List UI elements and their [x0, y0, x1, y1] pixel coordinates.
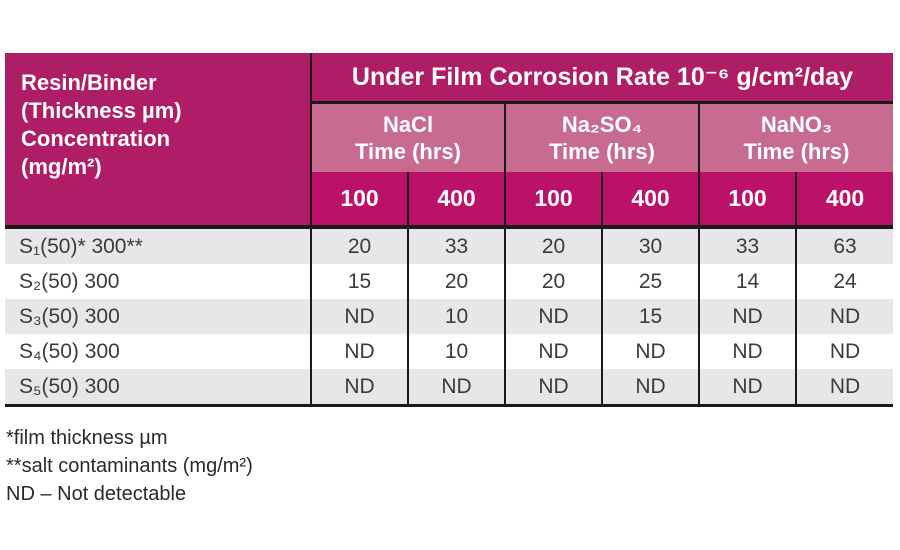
corner-header-line: (Thickness µm): [21, 98, 182, 123]
table-title: Under Film Corrosion Rate 10⁻⁶ g/cm²/day: [310, 53, 893, 104]
row-label: S₅(50) 300: [5, 369, 311, 407]
value-cell: 25: [601, 264, 699, 299]
corrosion-rate-table: Resin/Binder (Thickness µm) Concentratio…: [5, 53, 893, 407]
value-cell: ND: [310, 334, 408, 369]
value-cell: ND: [698, 334, 796, 369]
group-header-nacl: NaCl Time (hrs): [310, 102, 505, 172]
group-sub: Time (hrs): [549, 139, 655, 164]
footnotes: *film thickness µm **salt contaminants (…: [6, 424, 253, 508]
table-row: S₃(50) 300 ND 10 ND 15 ND ND: [5, 299, 893, 334]
value-cell: 33: [698, 227, 796, 264]
value-cell: ND: [795, 299, 893, 334]
value-cell: ND: [698, 369, 796, 407]
table-row: S₄(50) 300 ND 10 ND ND ND ND: [5, 334, 893, 369]
value-cell: 24: [795, 264, 893, 299]
group-header-nano3: NaNO₃ Time (hrs): [698, 102, 893, 172]
value-cell: ND: [601, 369, 699, 407]
value-cell: ND: [407, 369, 505, 407]
value-cell: ND: [795, 369, 893, 407]
time-col-header: 100: [698, 172, 796, 229]
table-row: S₁(50)* 300** 20 33 20 30 33 63: [5, 227, 893, 264]
value-cell: ND: [698, 299, 796, 334]
value-cell: 20: [504, 264, 602, 299]
value-cell: ND: [504, 334, 602, 369]
row-label: S₃(50) 300: [19, 304, 120, 328]
value-cell: 63: [795, 227, 893, 264]
value-cell: ND: [795, 334, 893, 369]
row-label: S₄(50) 300: [19, 339, 120, 363]
value-cell: ND: [310, 299, 408, 334]
value-cell: ND: [310, 369, 408, 407]
value-cell: ND: [601, 334, 699, 369]
value-cell: 15: [310, 264, 408, 299]
row-label: S₂(50) 300: [19, 269, 120, 293]
footnote: *film thickness µm: [6, 427, 168, 449]
value-cell: 14: [698, 264, 796, 299]
corner-header-line: Resin/Binder: [21, 70, 157, 95]
group-name: NaCl: [382, 112, 434, 137]
footnote: **salt contaminants (mg/m²): [6, 455, 253, 477]
value-cell: ND: [504, 299, 602, 334]
table-row: S₅(50) 300 ND ND ND ND ND ND: [5, 369, 893, 407]
time-col-header: 400: [601, 172, 699, 229]
row-label: S₁(50)* 300**: [19, 234, 143, 258]
group-sub: Time (hrs): [743, 139, 850, 164]
value-cell: 30: [601, 227, 699, 264]
group-header-na2so4: Na₂SO₄ Time (hrs): [504, 102, 699, 172]
value-cell: 15: [601, 299, 699, 334]
value-cell: 33: [407, 227, 505, 264]
value-cell: 10: [407, 334, 505, 369]
corner-header-line: (mg/m²): [21, 154, 102, 179]
group-name: Na₂SO₄: [561, 112, 643, 137]
table-row: S₂(50) 300 15 20 20 25 14 24: [5, 264, 893, 299]
time-col-header: 100: [504, 172, 602, 229]
corner-header: Resin/Binder (Thickness µm) Concentratio…: [5, 53, 312, 229]
corner-header-line: Concentration: [21, 126, 171, 151]
value-cell: 20: [407, 264, 505, 299]
value-cell: 10: [407, 299, 505, 334]
value-cell: 20: [504, 227, 602, 264]
footnote: ND – Not detectable: [6, 483, 187, 505]
value-cell: 20: [310, 227, 408, 264]
time-col-header: 400: [407, 172, 505, 229]
time-col-header: 100: [310, 172, 408, 229]
group-sub: Time (hrs): [355, 139, 461, 164]
group-name: NaNO₃: [760, 112, 833, 137]
time-col-header: 400: [795, 172, 893, 229]
value-cell: ND: [504, 369, 602, 407]
